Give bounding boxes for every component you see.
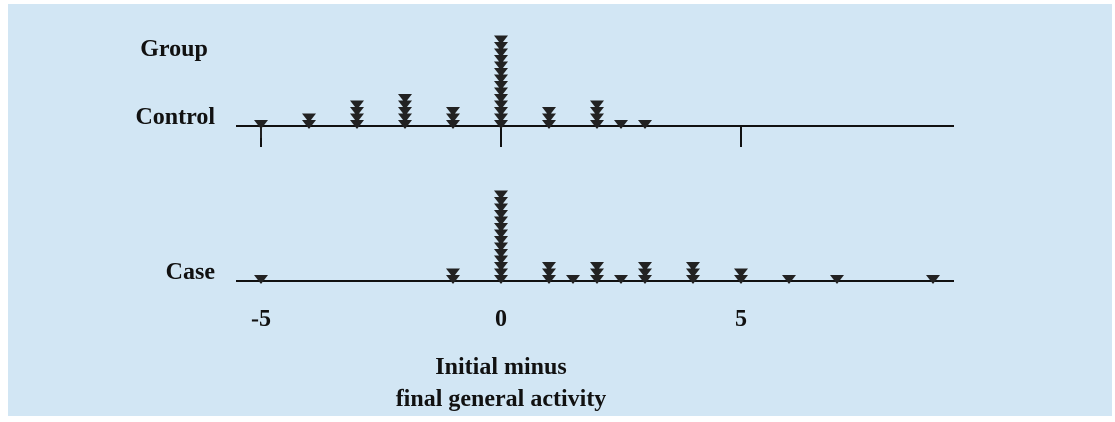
data-point-marker [590, 100, 604, 110]
data-point-marker [494, 268, 508, 278]
data-point-marker [494, 216, 508, 226]
xlabel-line2: final general activity [396, 386, 607, 412]
data-point-marker [590, 107, 604, 116]
data-point-marker [494, 229, 508, 239]
x-tick-label: 0 [495, 306, 507, 332]
data-point-marker [494, 197, 508, 206]
data-point-marker [494, 210, 508, 219]
data-point-marker [494, 48, 508, 58]
data-point-marker [494, 262, 508, 271]
data-point-marker [494, 255, 508, 265]
data-point-marker [494, 81, 508, 90]
data-point-marker [494, 107, 508, 116]
x-tick-label: -5 [251, 306, 271, 332]
data-point-marker [398, 94, 412, 103]
data-point-marker [542, 262, 556, 271]
data-point-marker [734, 268, 748, 278]
data-point-marker [638, 268, 652, 278]
data-point-marker [590, 262, 604, 271]
data-point-marker [494, 100, 508, 110]
group-label: Group [140, 36, 208, 62]
data-point-marker [398, 113, 412, 123]
data-point-marker [398, 107, 412, 116]
data-point-marker [494, 113, 508, 123]
data-point-marker [494, 203, 508, 213]
data-point-marker [494, 223, 508, 232]
data-point-marker [494, 35, 508, 45]
data-point-marker [494, 94, 508, 103]
data-point-marker [494, 87, 508, 97]
xlabel-line1: Initial minus [435, 354, 566, 380]
data-point-marker [446, 107, 460, 116]
data-point-marker [686, 262, 700, 271]
data-point-marker [542, 107, 556, 116]
data-point-marker [686, 268, 700, 278]
data-point-marker [350, 113, 364, 123]
chart-panel: Group Initial minus final general activi… [8, 4, 1112, 416]
data-point-marker [494, 190, 508, 200]
group-name-control: Control [135, 104, 215, 130]
group-name-case: Case [166, 259, 216, 285]
data-point-marker [494, 68, 508, 77]
data-point-marker [446, 113, 460, 123]
data-point-marker [494, 61, 508, 71]
data-point-marker [590, 268, 604, 278]
data-point-marker [302, 113, 316, 123]
data-point-marker [638, 262, 652, 271]
data-point-marker [350, 100, 364, 110]
data-point-marker [494, 242, 508, 252]
data-point-marker [494, 55, 508, 64]
data-point-marker [494, 74, 508, 84]
data-point-marker [494, 236, 508, 245]
data-point-marker [494, 42, 508, 51]
data-point-marker [542, 113, 556, 123]
data-point-marker [350, 107, 364, 116]
data-point-marker [446, 268, 460, 278]
dot-strip-chart: Group Initial minus final general activi… [135, 35, 954, 412]
x-tick-label: 5 [735, 306, 747, 332]
data-point-marker [398, 100, 412, 110]
data-point-marker [590, 113, 604, 123]
data-point-marker [494, 249, 508, 258]
data-point-marker [542, 268, 556, 278]
